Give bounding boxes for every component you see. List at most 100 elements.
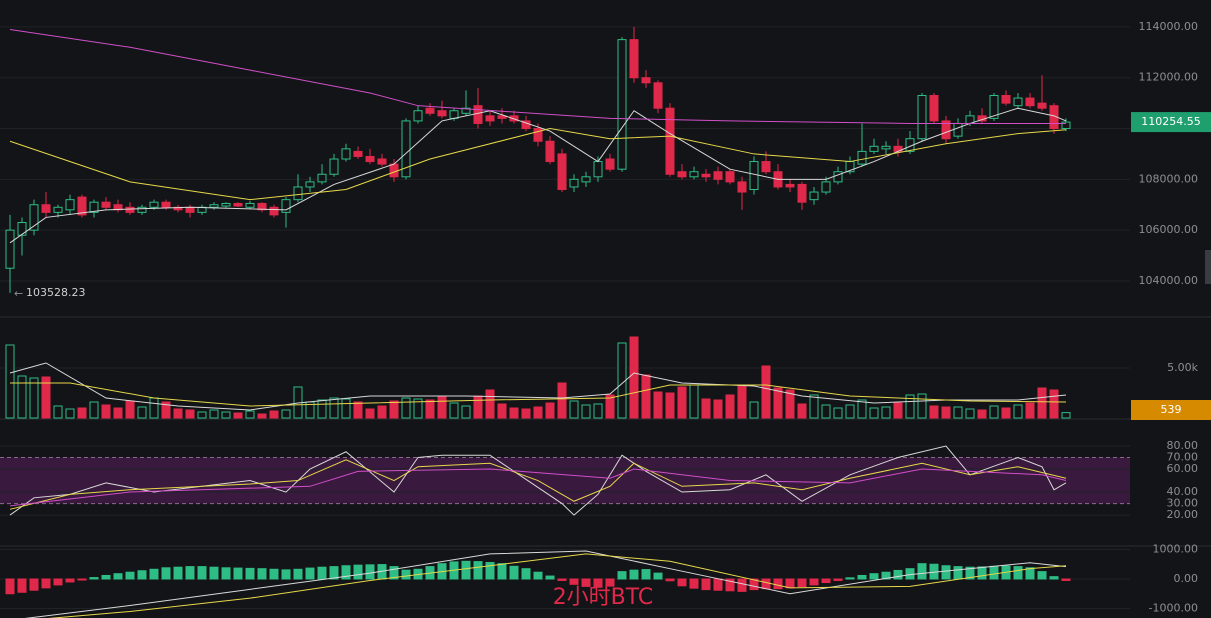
bar <box>965 566 975 580</box>
bar <box>281 409 291 419</box>
bar <box>137 406 147 419</box>
candle-body <box>749 161 759 190</box>
bar <box>857 399 867 419</box>
candle-body <box>869 145 879 152</box>
candle-body <box>1037 102 1047 109</box>
bar <box>881 406 891 419</box>
candle-body <box>29 204 39 231</box>
candle-body <box>545 140 555 163</box>
candle-body <box>617 39 627 170</box>
candle-body <box>353 150 363 157</box>
candle-body <box>881 145 891 150</box>
bar <box>785 578 795 589</box>
candle-body <box>485 115 495 122</box>
bar <box>809 578 819 586</box>
bar <box>245 410 255 419</box>
candle-body <box>413 110 423 122</box>
candle-body <box>1061 121 1071 130</box>
bar <box>257 568 267 580</box>
bar <box>413 398 423 419</box>
y-tick-label: 80.00 <box>1167 439 1199 452</box>
bar <box>149 568 159 580</box>
bar <box>329 397 339 419</box>
bar <box>701 398 711 419</box>
candle-body <box>761 161 771 173</box>
candle-body <box>293 186 303 201</box>
bar <box>101 404 111 419</box>
bar <box>5 578 15 595</box>
bar <box>1037 387 1047 419</box>
bar <box>149 397 159 419</box>
bar <box>845 577 855 580</box>
candle-body <box>305 181 315 188</box>
bar <box>77 578 87 581</box>
candle-body <box>149 201 159 208</box>
candle-body <box>641 77 651 84</box>
bar <box>317 566 327 580</box>
bar <box>977 566 987 580</box>
side-tab[interactable] <box>1205 250 1211 284</box>
indicator-line <box>9 468 1067 507</box>
bar <box>881 571 891 580</box>
bar <box>749 401 759 419</box>
bar <box>485 389 495 419</box>
bar <box>893 402 903 419</box>
bar <box>893 569 903 580</box>
indicator-line <box>10 382 1067 407</box>
bar <box>557 382 567 419</box>
candle-body <box>737 181 747 193</box>
bar <box>173 408 183 419</box>
y-tick-label: 114000.00 <box>1139 20 1199 33</box>
low-price-label: 103528.23 <box>26 286 86 299</box>
y-tick-label: -1000.00 <box>1149 602 1198 615</box>
candle-body <box>989 95 999 119</box>
candle-body <box>929 95 939 122</box>
bar <box>389 400 399 419</box>
candle-body <box>677 171 687 178</box>
low-arrow: ← <box>14 287 23 300</box>
candle-body <box>425 107 435 114</box>
bar <box>473 395 483 419</box>
candle-body <box>653 82 663 109</box>
candle-body <box>437 110 447 117</box>
bar <box>473 561 483 580</box>
candle-body <box>329 158 339 175</box>
bar <box>401 569 411 580</box>
bar <box>209 409 219 419</box>
candle-body <box>185 206 195 213</box>
bar <box>905 394 915 419</box>
bar <box>725 578 735 592</box>
bar <box>653 572 663 580</box>
candle-body <box>377 158 387 165</box>
bar <box>749 578 759 591</box>
candle-body <box>701 173 711 178</box>
candle-body <box>605 158 615 170</box>
candle-body <box>101 201 111 208</box>
y-tick-label: 104000.00 <box>1139 274 1199 287</box>
y-tick-label: 108000.00 <box>1139 172 1199 185</box>
indicator-line <box>9 107 1067 244</box>
y-tick-label: 60.00 <box>1167 462 1199 475</box>
candle-body <box>77 196 87 216</box>
bar <box>833 407 843 419</box>
bar <box>65 408 75 419</box>
candle-body <box>341 148 351 160</box>
bar <box>89 401 99 419</box>
bar <box>233 412 243 419</box>
bar <box>989 405 999 419</box>
candle-body <box>833 171 843 183</box>
bar <box>17 578 27 593</box>
bar <box>41 376 51 419</box>
candle-body <box>593 161 603 178</box>
bar <box>761 365 771 419</box>
bar <box>1049 389 1059 419</box>
bar <box>773 387 783 419</box>
bar <box>77 407 87 419</box>
bar <box>377 405 387 419</box>
candle-body <box>41 204 51 213</box>
bar <box>545 575 555 580</box>
bar <box>461 560 471 580</box>
candle-body <box>449 110 459 119</box>
bar <box>593 578 603 588</box>
